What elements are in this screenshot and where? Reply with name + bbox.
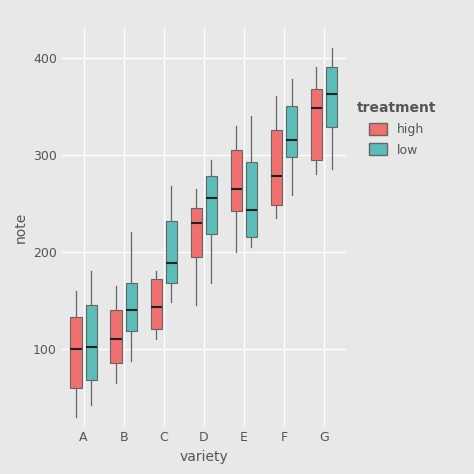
Bar <box>151 279 162 329</box>
Bar <box>191 208 202 256</box>
Bar <box>86 305 97 380</box>
Bar <box>71 317 82 388</box>
Bar <box>126 283 137 331</box>
Legend: high, low: high, low <box>357 101 437 156</box>
Y-axis label: note: note <box>13 212 27 243</box>
Bar <box>246 163 257 237</box>
Bar <box>271 130 282 205</box>
Bar <box>286 106 297 156</box>
Bar <box>110 310 122 364</box>
Bar <box>166 221 177 283</box>
Bar <box>231 150 242 211</box>
X-axis label: variety: variety <box>180 450 228 464</box>
Bar <box>311 89 322 160</box>
Bar <box>206 176 217 234</box>
Bar <box>326 67 337 128</box>
